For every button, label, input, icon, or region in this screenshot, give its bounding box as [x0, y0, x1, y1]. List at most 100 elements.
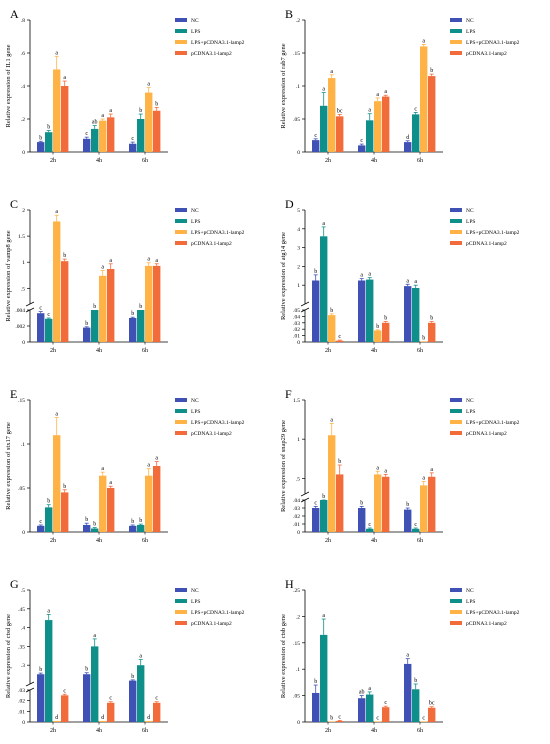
significance-letter: a: [422, 475, 425, 481]
bar: [53, 435, 61, 532]
legend-swatch: [175, 431, 187, 435]
y-tick-label: .35: [18, 644, 25, 650]
y-tick-label: .6: [21, 51, 25, 57]
bar: [83, 327, 91, 342]
significance-letter: a: [147, 257, 150, 263]
bar: [37, 674, 45, 722]
legend-swatch: [450, 208, 462, 212]
significance-letter: c: [314, 500, 317, 506]
legend-label: LPS+pCDNA3.1-lamp2: [466, 230, 520, 236]
significance-letter: b: [422, 335, 425, 341]
significance-letter: b: [139, 304, 142, 310]
y-tick-label: .5: [21, 588, 25, 594]
panel-label: E: [10, 387, 17, 401]
legend-swatch: [450, 230, 462, 234]
legend-label: LPS+pCDNA3.1-lamp2: [191, 230, 245, 236]
y-tick-label: .1: [21, 442, 25, 448]
x-tick-label: 4h: [96, 538, 102, 544]
bar: [328, 78, 336, 152]
y-axis-label: Relative expression of ctsb gene: [280, 614, 287, 698]
bar: [137, 524, 145, 532]
significance-letter: d: [406, 135, 409, 141]
bar: [37, 313, 45, 342]
y-tick-label: .05: [293, 117, 300, 123]
y-tick-label: 0: [297, 150, 300, 156]
bar: [428, 476, 436, 532]
bar: [145, 475, 153, 532]
significance-letter: a: [55, 50, 58, 56]
bar: [374, 474, 382, 532]
y-axis-label: Relative expression of atg14 gene: [280, 232, 287, 320]
x-tick-label: 6h: [417, 538, 423, 544]
significance-letter: b: [330, 715, 333, 721]
significance-letter: b: [39, 135, 42, 141]
y-tick-label: .03: [293, 506, 300, 512]
legend-swatch: [450, 599, 462, 603]
bar: [366, 120, 374, 152]
bar: [366, 528, 374, 532]
bar: [312, 140, 320, 152]
significance-letter: a: [109, 258, 112, 264]
y-tick-label: .01: [18, 709, 25, 715]
bar: [83, 138, 91, 152]
y-axis-label: Relative expression of snap29 gene: [280, 420, 287, 512]
significance-letter: c: [85, 131, 88, 137]
bar: [374, 330, 382, 342]
bar: [107, 488, 115, 532]
significance-letter: c: [360, 138, 363, 144]
y-tick-label: .8: [21, 18, 25, 24]
x-tick-label: 4h: [371, 728, 377, 734]
bar: [61, 261, 69, 342]
significance-letter: c: [338, 714, 341, 720]
x-tick-label: 4h: [96, 348, 102, 354]
bar: [382, 476, 390, 532]
bar: [358, 698, 366, 722]
legend-swatch: [450, 621, 462, 625]
significance-letter: b: [330, 308, 333, 314]
significance-letter: a: [322, 221, 325, 227]
panel-C: C Relative expression of vamp8 gene .5 1 1.5…: [5, 197, 245, 354]
legend-label: NC: [466, 398, 474, 404]
bar: [53, 69, 61, 152]
bar: [320, 634, 328, 722]
bar: [61, 695, 69, 722]
legend-swatch: [450, 219, 462, 223]
y-tick-label: .15: [293, 641, 300, 647]
y-tick-label: 1: [297, 283, 300, 289]
bar: [412, 288, 420, 342]
significance-letter: a: [139, 654, 142, 660]
bar: [37, 525, 45, 532]
x-tick-label: 4h: [371, 348, 377, 354]
legend-swatch: [175, 621, 187, 625]
significance-letter: b: [93, 304, 96, 310]
legend-label: LPS+pCDNA3.1-lamp2: [191, 40, 245, 46]
axis-break-mark: [25, 307, 35, 313]
significance-letter: b: [131, 674, 134, 680]
y-tick-label: .2: [21, 117, 25, 123]
significance-letter: a: [368, 686, 371, 692]
significance-letter: a: [322, 87, 325, 93]
bar: [145, 720, 153, 722]
significance-letter: a: [430, 467, 433, 473]
legend-label: LPS+pCDNA3.1-lamp2: [466, 610, 520, 616]
legend-swatch: [175, 51, 187, 55]
x-tick-label: 2h: [325, 728, 331, 734]
y-tick-label: 1: [297, 437, 300, 443]
significance-letter: b: [63, 484, 66, 490]
panel-F: F Relative expression of snap29 gene .5 1 1.…: [280, 387, 520, 544]
y-tick-label: 0: [297, 340, 300, 346]
bar: [412, 114, 420, 152]
legend-label: NC: [466, 588, 474, 594]
legend-swatch: [175, 420, 187, 424]
legend-label: pCDNA3.1-lamp2: [466, 431, 507, 437]
panel-E: E Relative expression of stx17 gene 0 .05 .1…: [5, 387, 245, 544]
legend-label: pCDNA3.1-lamp2: [191, 621, 232, 627]
significance-letter: c: [376, 715, 379, 721]
x-tick-label: 6h: [417, 348, 423, 354]
legend-label: NC: [466, 208, 474, 214]
significance-letter: a: [147, 82, 150, 88]
bar: [320, 105, 328, 152]
bar: [137, 119, 145, 152]
y-tick-label: 1.5: [293, 398, 300, 404]
x-tick-label: 6h: [142, 728, 148, 734]
